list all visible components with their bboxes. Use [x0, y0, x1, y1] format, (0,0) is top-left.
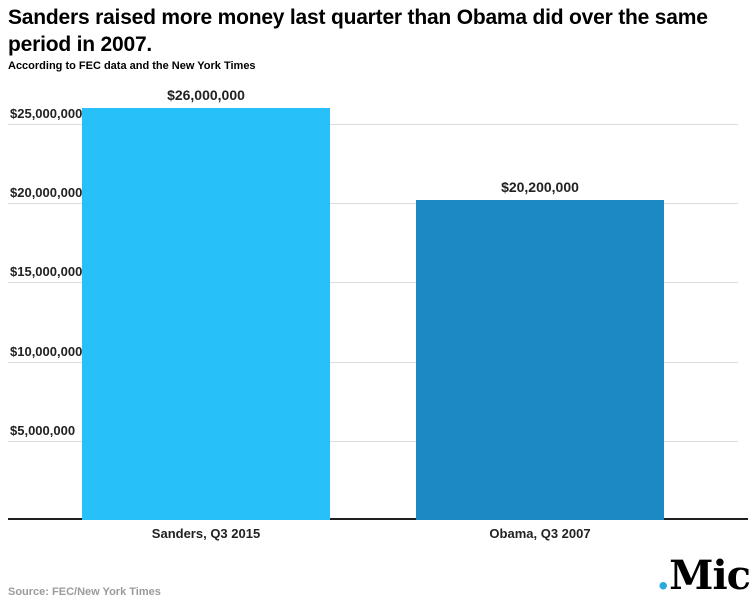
page-title: Sanders raised more money last quarter t… [8, 6, 708, 57]
x-axis-line [8, 518, 748, 520]
bar-sanders [82, 107, 330, 520]
ytick-label: $15,000,000 [10, 264, 83, 280]
ytick-label: $25,000,000 [10, 105, 83, 121]
category-label: Sanders, Q3 2015 [151, 526, 261, 541]
gridline-10000000 [8, 361, 738, 363]
ytick-label: $10,000,000 [10, 343, 83, 359]
gridline-5000000 [8, 440, 738, 442]
gridline-20000000 [8, 203, 738, 204]
mic-logo: .Mic [656, 556, 751, 596]
value-label: $20,200,000 [501, 178, 579, 195]
ytick-label: $20,000,000 [10, 185, 83, 200]
gridline-25000000 [8, 123, 738, 125]
source-note: Source: FEC/New York Times [8, 586, 161, 598]
bar-chart: $5,000,000 $10,000,000 $15,000,000 $20,000,… [0, 85, 756, 541]
category-label: Obama, Q3 2007 [489, 526, 591, 541]
gridline-15000000 [8, 282, 738, 284]
mic-logo-dot: . [656, 552, 670, 599]
mic-logo-text: Mic [669, 552, 751, 599]
chart-subtitle: According to FEC data and the New York T… [8, 60, 256, 72]
ytick-label: $5,000,000 [10, 422, 76, 438]
bar-obama [416, 199, 664, 520]
value-label: $26,000,000 [167, 86, 245, 103]
